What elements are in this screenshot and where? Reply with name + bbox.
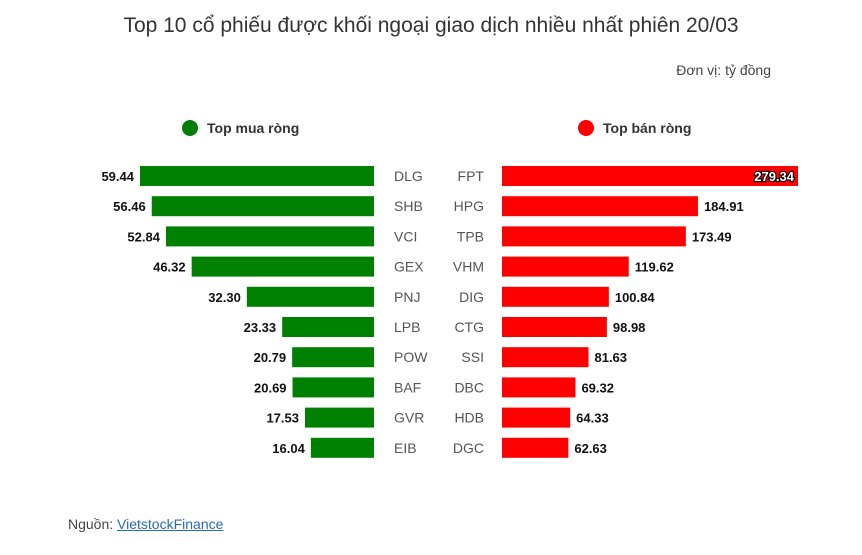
sell-value-label: 173.49 [692, 229, 732, 244]
buy-value-label: 46.32 [153, 260, 186, 275]
sell-value-label: 119.62 [635, 260, 674, 275]
buy-value-label: 23.33 [244, 320, 277, 335]
chart-title: Top 10 cổ phiếu được khối ngoại giao dịc… [123, 14, 739, 37]
source-link[interactable]: VietstockFinance [117, 516, 224, 532]
source-note: Nguồn: VietstockFinance [68, 516, 223, 532]
sell-category-label: FPT [458, 168, 485, 184]
buy-category-label: BAF [394, 379, 421, 395]
legend-buy-label: Top mua ròng [207, 120, 300, 136]
buy-bar [151, 196, 374, 217]
sell-category-label: DBC [454, 379, 484, 395]
buy-bar [310, 437, 374, 458]
sell-value-label: 62.63 [574, 441, 607, 456]
buy-value-label: 17.53 [266, 411, 299, 426]
legend-sell: Top bán ròng [578, 120, 691, 136]
buy-category-label: GEX [394, 259, 424, 275]
sell-bar [502, 226, 686, 247]
buy-value-label: 20.79 [254, 350, 287, 365]
sell-category-label: DIG [459, 289, 484, 305]
sell-category-label: SSI [461, 349, 484, 365]
sell-value-label: 279.34 [754, 169, 795, 184]
sell-value-label: 100.84 [615, 290, 656, 305]
buy-category-label: PNJ [394, 289, 420, 305]
sell-value-label: 81.63 [594, 350, 627, 365]
buy-value-label: 52.84 [127, 229, 160, 244]
sell-value-label: 184.91 [704, 199, 744, 214]
sell-bar [502, 437, 569, 458]
buy-value-label: 59.44 [101, 169, 134, 184]
buy-value-label: 16.04 [272, 441, 305, 456]
buy-bar [292, 347, 374, 368]
legend-buy: Top mua ròng [182, 120, 299, 136]
buy-value-label: 20.69 [254, 380, 287, 395]
source-label: Nguồn: [68, 516, 118, 532]
buy-bar [165, 226, 374, 247]
sell-bar [502, 317, 607, 337]
unit-label: Đơn vị: tỷ đồng [676, 62, 771, 78]
buy-bar [191, 256, 374, 277]
sell-bar [502, 347, 589, 368]
sell-category-label: TPB [457, 228, 484, 244]
sell-value-label: 64.33 [576, 411, 609, 426]
buy-category-label: POW [394, 349, 428, 365]
sell-bar [502, 256, 629, 277]
buy-bar [292, 377, 374, 398]
legend-sell-dot [578, 120, 594, 136]
buy-value-label: 56.46 [113, 199, 146, 214]
sell-category-label: HDB [454, 410, 484, 426]
sell-category-label: CTG [454, 319, 484, 335]
sell-bar [502, 286, 609, 307]
buy-bar [246, 286, 374, 307]
legend-sell-label: Top bán ròng [603, 120, 692, 136]
buy-bar [282, 317, 374, 337]
sell-bar [502, 377, 576, 398]
sell-category-label: VHM [453, 259, 484, 275]
buy-category-label: VCI [394, 228, 417, 244]
buy-category-label: LPB [394, 319, 420, 335]
buy-bar [140, 166, 374, 186]
buy-category-label: DLG [394, 168, 423, 184]
buy-category-label: EIB [394, 440, 417, 456]
sell-category-label: DGC [453, 440, 484, 456]
buy-category-label: SHB [394, 198, 423, 214]
buy-category-label: GVR [394, 410, 424, 426]
legend-buy-dot [182, 120, 198, 136]
sell-bar [502, 196, 698, 217]
sell-value-label: 69.32 [581, 380, 614, 395]
buy-value-label: 32.30 [208, 290, 241, 305]
sell-value-label: 98.98 [613, 320, 646, 335]
sell-category-label: HPG [454, 198, 484, 214]
sell-bar [502, 166, 798, 186]
sell-bar [502, 407, 571, 428]
buy-bar [304, 407, 374, 428]
